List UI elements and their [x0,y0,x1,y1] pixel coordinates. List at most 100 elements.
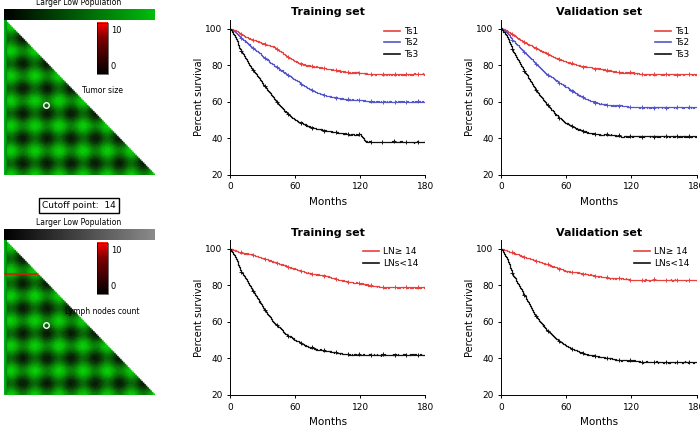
Ts2 [421,99,430,105]
Ts1 [421,72,430,77]
Bar [97,242,108,244]
Ts3 [499,29,508,34]
LN≥ 14 [643,277,651,283]
Bar [97,261,108,263]
Legend: Ts1, Ts2, Ts3: Ts1, Ts2, Ts3 [382,24,421,62]
Bar [97,39,108,40]
Bar [97,34,108,35]
Text: Cutoff point:  14: Cutoff point: 14 [42,201,116,210]
Line: Ts1: Ts1 [230,29,426,75]
Ts3 [410,140,418,145]
Bar [97,288,108,289]
Bar [97,258,108,259]
Line: LN≥ 14: LN≥ 14 [230,249,426,288]
Ts3 [226,26,234,32]
Ts2 [692,105,700,110]
Bar [97,59,108,60]
Text: 0: 0 [111,282,116,291]
Bar [97,272,108,273]
LN≥ 14 [386,285,395,290]
Bar [97,254,108,255]
LNs<14 [617,358,626,363]
Text: Larger Low Population: Larger Low Population [36,218,122,227]
Bar [97,290,108,291]
Bar [97,276,108,277]
LNs<14 [386,352,395,357]
Bar [97,273,108,275]
Bar [97,36,108,37]
LNs<14 [366,352,375,357]
Bar [97,32,108,33]
LNs<14 [377,353,385,358]
Bar [97,278,108,279]
X-axis label: Months: Months [580,417,618,427]
Legend: LN≥ 14, LNs<14: LN≥ 14, LNs<14 [631,244,692,270]
LN≥ 14 [497,246,505,251]
Ts1 [617,70,626,75]
LNs<14 [558,340,566,345]
LN≥ 14 [637,277,645,283]
Ts2 [386,99,395,105]
Bar [97,252,108,253]
LN≥ 14 [692,278,700,283]
Legend: LN≥ 14, LNs<14: LN≥ 14, LNs<14 [360,244,421,270]
Ts1 [643,71,651,76]
Bar [97,259,108,260]
Bar [97,270,108,272]
Bar [97,43,108,44]
LNs<14 [637,359,645,365]
Ts1 [558,58,566,63]
Bar [97,26,108,27]
Ts1 [497,26,505,31]
Bar [97,35,108,36]
Bar [97,257,108,258]
Ts2 [228,28,237,33]
LNs<14 [226,247,234,252]
Bar [97,28,108,29]
Ts3 [638,134,646,139]
Bar [97,251,108,252]
Y-axis label: Percent survival: Percent survival [194,278,204,357]
LN≥ 14 [372,284,380,289]
Bar [97,249,108,250]
Ts3 [245,62,253,67]
Bar [97,266,108,267]
Bar [97,260,108,261]
Y-axis label: Percent survival: Percent survival [465,278,475,357]
Ts2 [287,75,295,80]
Bar [97,277,108,278]
Ts3 [497,26,505,31]
Bar [97,275,108,276]
Ts2 [643,105,651,110]
Bar [97,46,108,47]
Title: Validation set: Validation set [556,7,642,17]
Text: Tumor size: Tumor size [82,86,122,95]
Ts3 [657,133,666,138]
LNs<14 [228,250,237,255]
LN≥ 14 [421,284,430,289]
Bar [97,285,108,286]
X-axis label: Months: Months [309,417,347,427]
LN≥ 14 [287,266,295,271]
Bar [97,256,108,257]
Bar [97,41,108,42]
Ts2 [499,27,508,32]
Bar [97,53,108,54]
Ts3 [643,133,651,138]
Bar [97,293,108,294]
LN≥ 14 [657,277,666,283]
LNs<14 [497,246,505,251]
Ts2 [227,26,235,31]
Line: Ts3: Ts3 [501,28,696,137]
Ts3 [617,134,626,139]
LNs<14 [657,359,666,365]
Bar [97,279,108,280]
Y-axis label: Percent survival: Percent survival [465,58,475,136]
Ts1 [692,72,700,77]
Ts3 [622,135,630,140]
Ts3 [421,139,430,144]
Bar [97,23,108,24]
Bar [97,284,108,285]
Bar [97,42,108,43]
LN≥ 14 [407,285,416,290]
